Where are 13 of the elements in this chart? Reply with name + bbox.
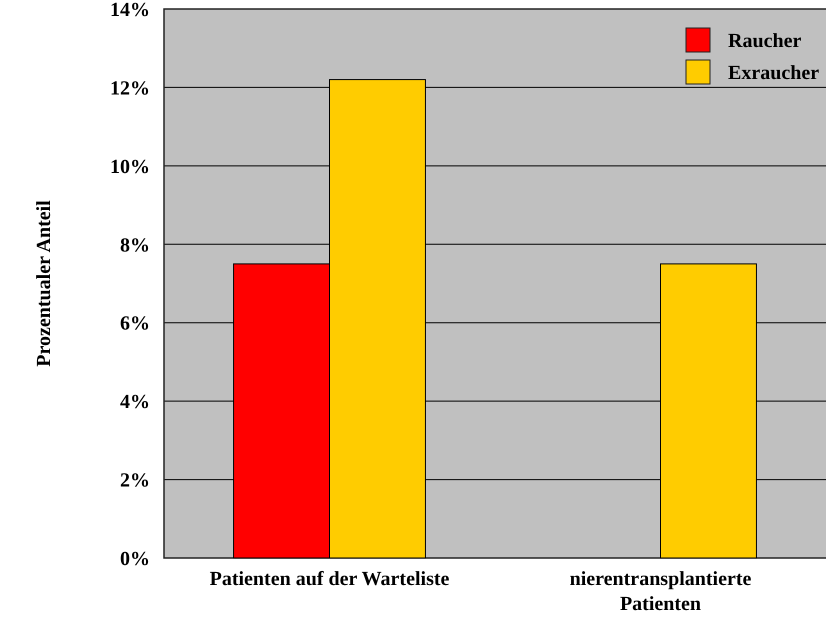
legend-label: Raucher (728, 30, 802, 52)
y-tick-label: 8% (120, 234, 150, 256)
y-tick-label: 14% (110, 0, 150, 21)
y-tick-label: 12% (110, 77, 150, 100)
legend-label: Exraucher (728, 62, 820, 84)
x-tick-label: nierentransplantierte Patienten (570, 568, 752, 615)
y-tick-label: 10% (110, 156, 150, 178)
y-axis-title: Prozentualer Anteil (33, 200, 55, 367)
y-tick-label: 0% (120, 548, 150, 570)
y-tick-label: 6% (120, 312, 150, 335)
y-tick-label: 4% (120, 391, 150, 414)
y-tick-label: 2% (120, 470, 150, 492)
x-tick-label: Patienten auf der Warteliste (210, 568, 450, 590)
